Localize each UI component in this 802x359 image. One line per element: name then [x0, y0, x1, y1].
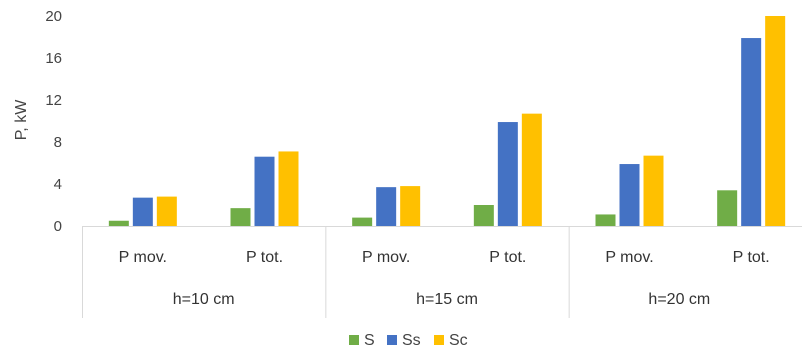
bar-s [352, 217, 373, 226]
bar-s [717, 190, 738, 226]
bar-ss [741, 38, 762, 226]
legend-label: Sc [449, 332, 468, 349]
y-tick-label: 4 [54, 176, 62, 193]
x-category-label: P tot. [489, 249, 526, 266]
x-category-label: P mov. [362, 249, 410, 266]
legend-swatch [434, 335, 444, 345]
x-group-label: h=20 cm [648, 291, 710, 308]
legend-swatch [349, 335, 359, 345]
bar-ss [497, 122, 518, 226]
y-tick-label: 12 [45, 92, 62, 109]
bar-sc [400, 186, 421, 226]
x-axis: P mov. P tot. P mov. P tot. P mov. P tot. h=10… [82, 226, 802, 318]
bar-s [108, 220, 129, 226]
bar-s [473, 205, 494, 226]
bar-ss [254, 156, 275, 226]
y-tick-label: 0 [54, 218, 62, 235]
x-category-label: P tot. [733, 249, 770, 266]
x-category-label: P tot. [246, 249, 283, 266]
y-axis: 0 4 8 12 16 20 [45, 8, 62, 235]
bar-sc [643, 155, 664, 226]
x-group-label: h=15 cm [416, 291, 478, 308]
bar-sc [156, 196, 177, 226]
bar-sc [278, 151, 299, 226]
bars [108, 16, 786, 226]
legend: S Ss Sc [349, 332, 468, 349]
legend-label: Ss [402, 332, 421, 349]
y-tick-label: 20 [45, 8, 62, 25]
x-category-label: P mov. [605, 249, 653, 266]
bar-s [595, 214, 616, 226]
bar-sc [521, 113, 542, 226]
y-tick-label: 8 [54, 134, 62, 151]
bar-ss [132, 197, 153, 226]
legend-label: S [364, 332, 375, 349]
x-group-label: h=10 cm [173, 291, 235, 308]
bar-sc [765, 16, 786, 226]
legend-swatch [387, 335, 397, 345]
bar-ss [376, 187, 397, 226]
bar-ss [619, 164, 640, 226]
x-category-label: P mov. [119, 249, 167, 266]
y-axis-label: P, kW [13, 99, 30, 141]
y-tick-label: 16 [45, 50, 62, 67]
bar-s [230, 208, 251, 226]
